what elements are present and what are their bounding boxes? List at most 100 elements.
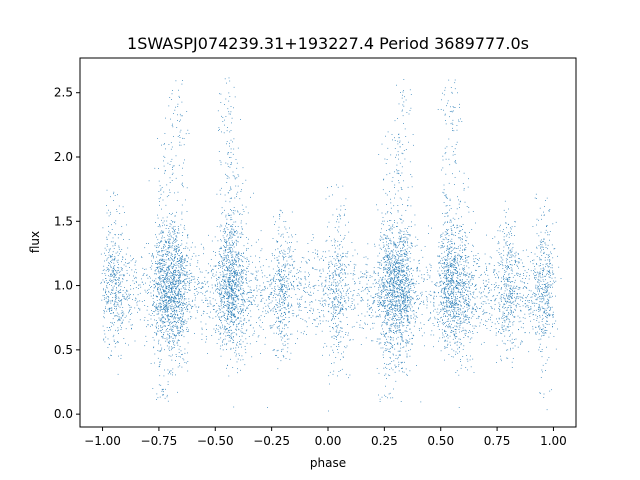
data-point: [169, 252, 170, 253]
data-point: [189, 263, 191, 265]
data-point: [111, 292, 112, 293]
data-point: [194, 304, 196, 306]
data-point: [178, 250, 180, 251]
data-point: [173, 297, 175, 299]
data-point: [462, 269, 464, 270]
data-point: [527, 295, 528, 297]
data-point: [159, 225, 161, 227]
data-point: [163, 165, 165, 167]
data-point: [218, 305, 220, 307]
data-point: [171, 348, 173, 349]
data-point: [324, 299, 326, 301]
data-point: [117, 291, 119, 293]
data-point: [172, 126, 174, 128]
data-point: [322, 310, 324, 312]
data-point: [122, 315, 124, 317]
data-point: [269, 308, 270, 309]
data-point: [121, 281, 123, 283]
data-point: [182, 321, 184, 323]
data-point: [171, 290, 172, 291]
data-point: [319, 316, 321, 318]
data-point: [178, 290, 180, 292]
data-point: [238, 311, 240, 312]
data-point: [277, 307, 279, 308]
data-point: [526, 287, 527, 288]
data-point: [513, 301, 515, 303]
data-point: [117, 259, 119, 261]
data-point: [168, 300, 169, 301]
data-point: [331, 284, 333, 285]
data-point: [230, 275, 232, 277]
data-point: [358, 294, 360, 296]
data-point: [179, 302, 181, 303]
data-point: [178, 296, 179, 298]
data-point: [276, 311, 277, 312]
data-point: [192, 276, 194, 278]
data-point: [546, 283, 548, 284]
data-point: [528, 313, 530, 315]
data-point: [298, 289, 300, 290]
data-point: [516, 304, 517, 306]
data-point: [476, 288, 477, 290]
data-point: [207, 306, 208, 307]
data-point: [153, 281, 155, 282]
data-point: [280, 333, 282, 335]
data-point: [426, 296, 427, 297]
data-point: [249, 301, 250, 302]
data-point: [312, 268, 314, 269]
data-point: [270, 310, 271, 312]
data-point: [166, 224, 168, 226]
data-point: [337, 301, 339, 302]
data-point: [185, 246, 187, 248]
data-point: [184, 279, 185, 280]
data-point: [228, 292, 230, 294]
data-point: [538, 286, 539, 287]
data-point: [172, 260, 174, 261]
data-point: [157, 268, 158, 269]
data-point: [171, 313, 172, 314]
data-point: [293, 287, 295, 289]
data-point: [173, 240, 175, 241]
data-point: [230, 230, 232, 232]
data-point: [172, 172, 174, 174]
data-point: [228, 92, 230, 94]
data-point: [329, 293, 331, 295]
data-point: [169, 285, 171, 286]
data-point: [427, 274, 429, 276]
data-point: [448, 277, 450, 278]
data-point: [262, 307, 264, 309]
data-point: [110, 329, 111, 331]
data-point: [272, 268, 274, 270]
data-point: [155, 286, 156, 288]
data-point: [106, 294, 107, 295]
data-point: [478, 291, 480, 293]
data-point: [525, 297, 527, 298]
data-point: [179, 135, 180, 136]
data-point: [244, 318, 246, 319]
data-point: [470, 294, 472, 296]
data-point: [460, 304, 461, 306]
data-point: [314, 257, 315, 259]
data-point: [357, 253, 358, 255]
data-point: [496, 250, 498, 252]
data-point: [487, 292, 489, 294]
data-point: [170, 355, 172, 357]
data-point: [181, 354, 182, 355]
data-point: [114, 308, 115, 309]
data-point: [118, 316, 120, 318]
data-point: [164, 143, 165, 144]
data-point: [169, 245, 171, 246]
data-point: [492, 238, 494, 239]
data-point: [371, 306, 372, 308]
data-point: [118, 282, 119, 283]
data-point: [528, 309, 530, 311]
data-point: [211, 240, 213, 242]
data-point: [166, 216, 168, 218]
data-point: [376, 338, 378, 340]
data-point: [360, 297, 362, 299]
data-point: [459, 237, 460, 239]
data-point: [546, 316, 547, 318]
data-point: [230, 313, 231, 315]
data-point: [223, 275, 225, 277]
data-point: [105, 270, 107, 272]
